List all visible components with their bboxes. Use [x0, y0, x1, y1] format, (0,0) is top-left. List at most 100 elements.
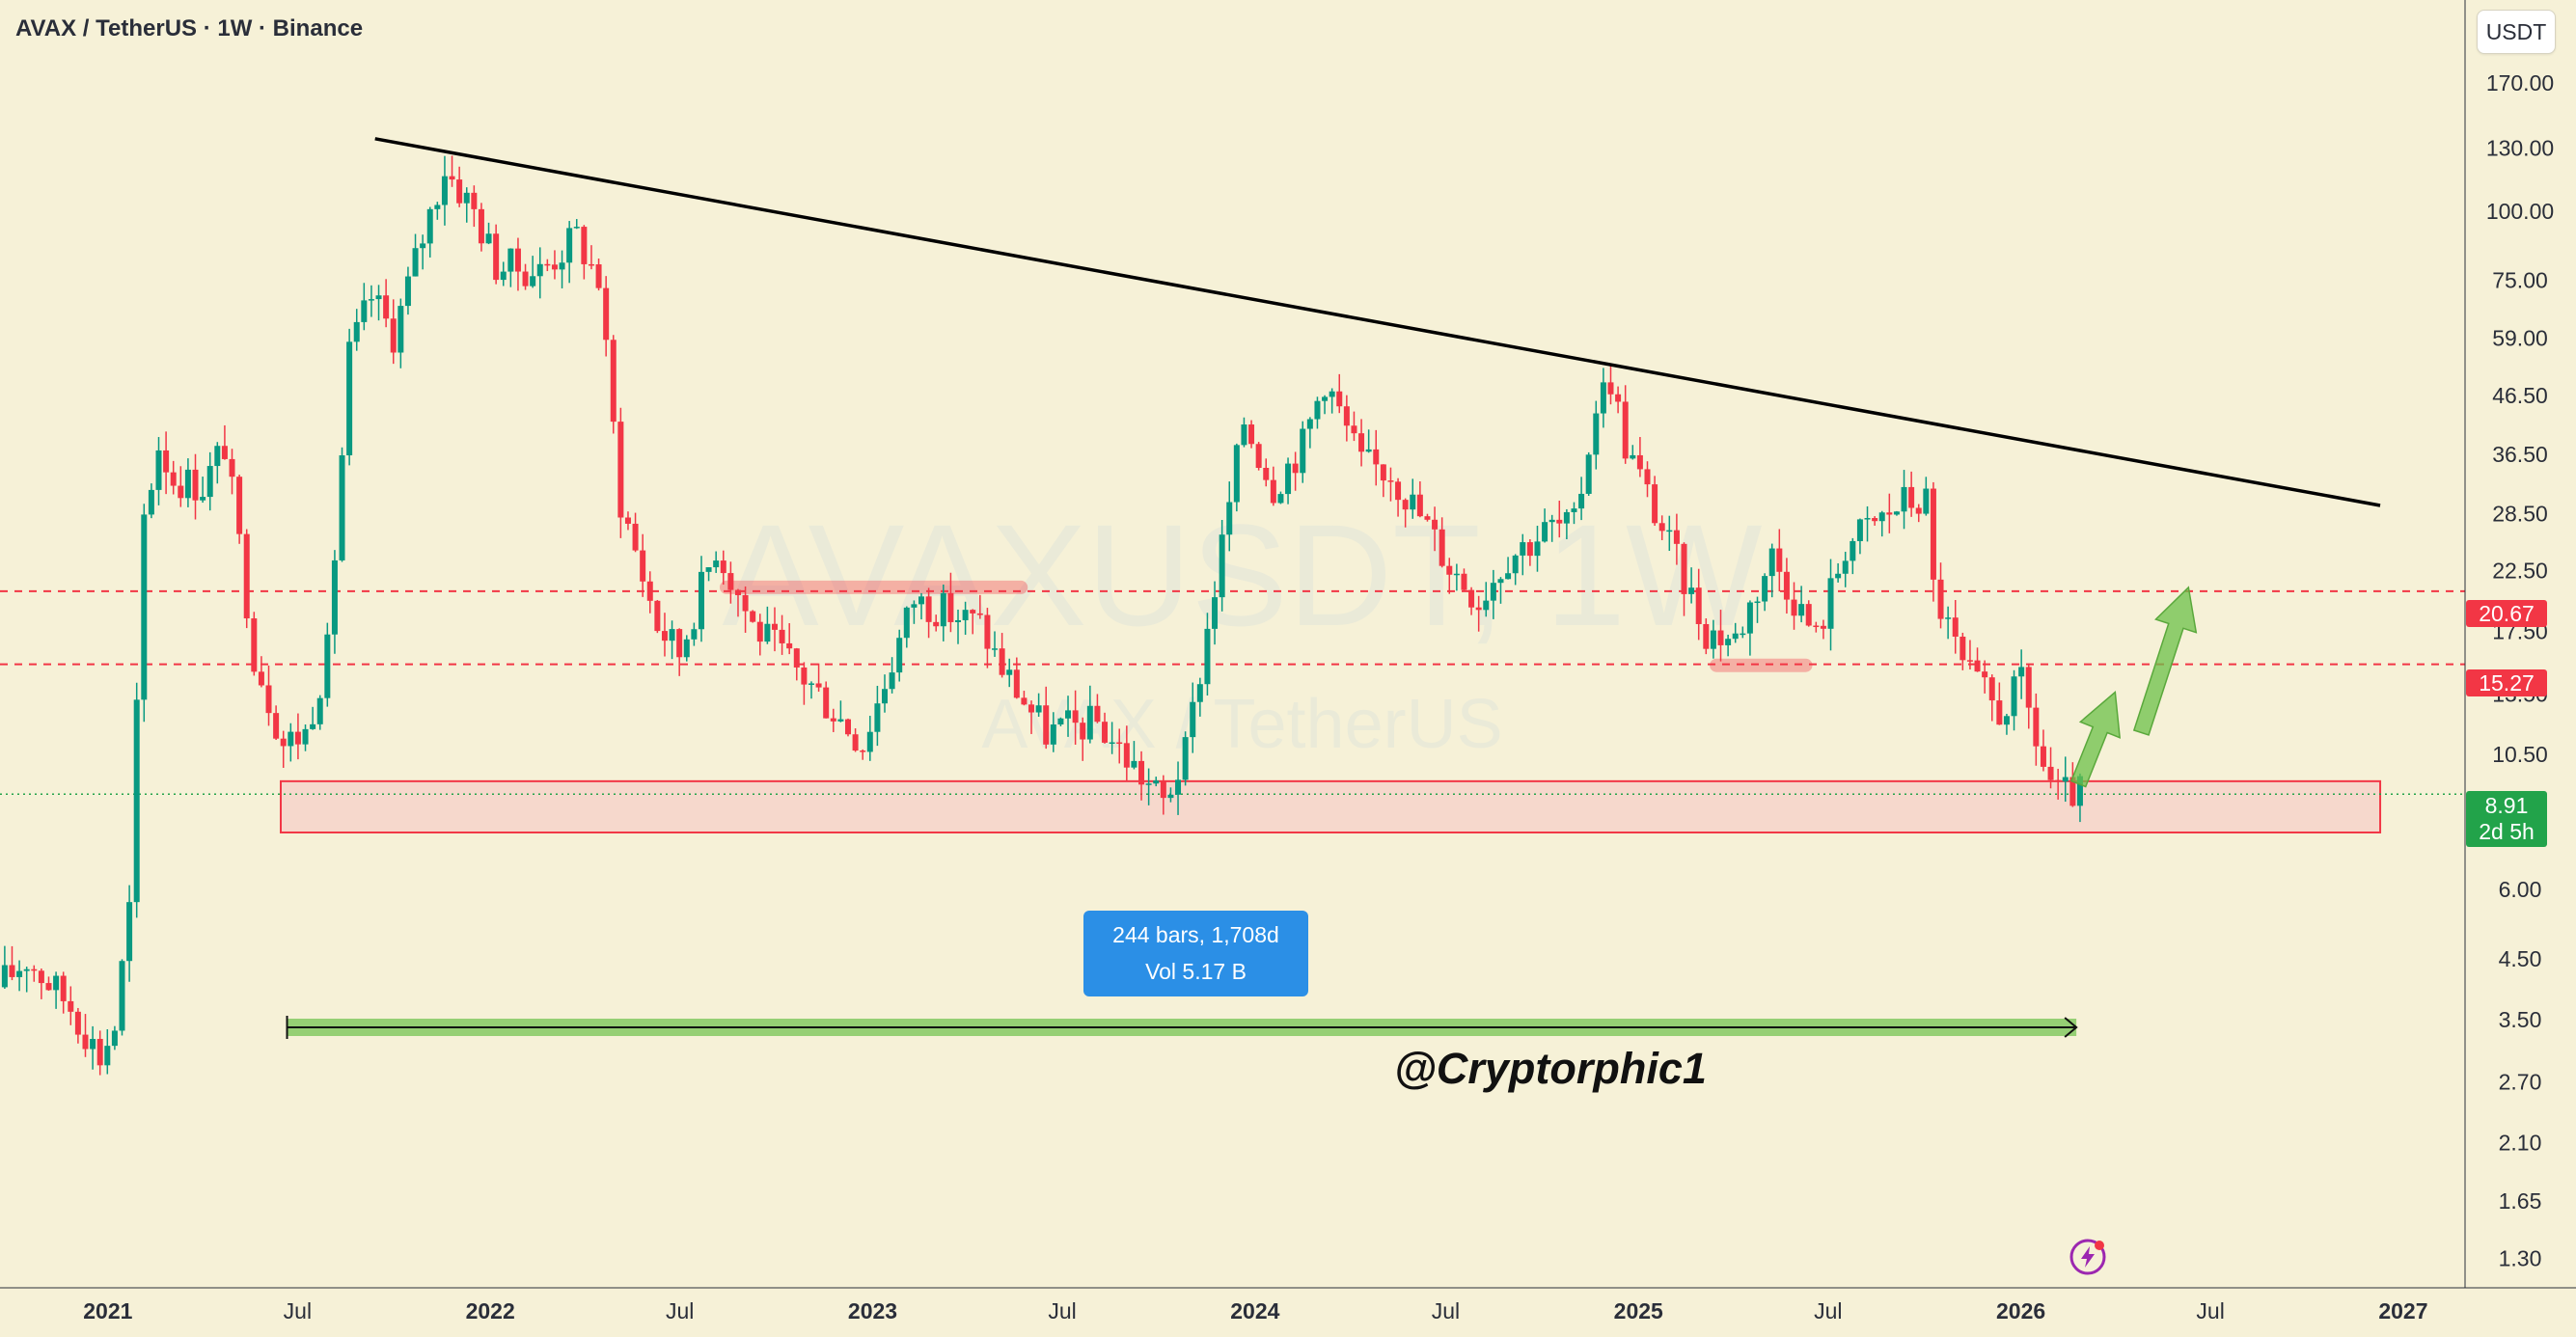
candle-body [1219, 534, 1225, 598]
candle-body [750, 611, 756, 622]
candle-body [1204, 628, 1211, 685]
candle-body [339, 455, 345, 560]
candle-body [1175, 779, 1182, 795]
candle-body [178, 485, 184, 499]
candle-body [514, 248, 521, 272]
y-tick-label: 100.00 [2486, 199, 2554, 224]
candle-body [801, 667, 808, 685]
candle-body [771, 623, 778, 630]
x-tick-label: 2027 [2378, 1298, 2427, 1323]
candle-body [1593, 413, 1600, 455]
candle-body [273, 713, 280, 739]
candle-body [1402, 500, 1409, 510]
candle-body [1050, 724, 1056, 745]
candle-body [1813, 625, 1820, 628]
candle-body [918, 596, 925, 605]
y-tick-label: 6.00 [2499, 877, 2542, 902]
watermark-symbol: AVAXUSDT, 1W [723, 494, 1763, 656]
candle-body [434, 205, 441, 209]
y-tick-label: 10.50 [2492, 742, 2548, 767]
x-tick-label: 2022 [466, 1298, 515, 1323]
candle-body [1996, 700, 2003, 725]
candle-body [852, 734, 859, 751]
candle-body [984, 614, 991, 649]
candle-body [214, 446, 221, 467]
candle-body [397, 306, 404, 353]
author-tag: @Cryptorphic1 [1394, 1044, 1707, 1093]
candle-body [1255, 444, 1262, 469]
candle-body [1688, 587, 1695, 594]
candle-body [412, 248, 419, 277]
candle-body [1453, 573, 1460, 576]
candle-body [353, 321, 360, 342]
candle-body [1505, 573, 1512, 580]
candle-body [1182, 737, 1189, 780]
y-tick-label: 4.50 [2499, 946, 2542, 971]
lightning-bolt-icon[interactable] [2069, 1238, 2107, 1276]
candle-body [1212, 597, 1219, 629]
candle-body [1167, 794, 1174, 799]
candle-body [485, 233, 492, 244]
candle-body [288, 731, 294, 747]
candle-body [962, 610, 969, 620]
candle-body [1468, 589, 1475, 608]
candle-body [111, 1030, 118, 1047]
candle-body [1072, 710, 1079, 723]
candle-body [1439, 529, 1445, 566]
candle-body [1490, 583, 1496, 601]
candle-body [1065, 710, 1072, 719]
candle-body [896, 638, 903, 673]
candle-body [390, 318, 397, 353]
y-tick-label: 3.50 [2499, 1007, 2542, 1032]
candle-body [1006, 669, 1013, 675]
candle-body [1, 965, 8, 988]
candle-body [903, 607, 910, 639]
x-tick-label: Jul [284, 1298, 312, 1323]
candle-body [1762, 576, 1768, 602]
candle-body [632, 523, 639, 551]
candle-body [976, 613, 983, 615]
candle-body [727, 573, 734, 590]
candle-body [23, 969, 30, 971]
candle-body [955, 619, 962, 622]
candle-body [683, 639, 690, 658]
candle-body [522, 271, 529, 286]
candle-body [471, 192, 478, 209]
y-tick-label: 46.50 [2492, 383, 2548, 408]
candle-body [1746, 602, 1753, 634]
candle-body [383, 295, 390, 319]
candle-body [426, 208, 433, 244]
candle-body [184, 469, 191, 499]
candle-body [331, 559, 338, 635]
candle-body [874, 703, 881, 732]
resistance-price-label-2: 15.27 [2466, 669, 2547, 696]
candle-body [1190, 701, 1196, 738]
x-tick-label: Jul [1814, 1298, 1842, 1323]
currency-unit-button[interactable]: USDT [2477, 10, 2556, 54]
candle-body [16, 970, 23, 977]
candle-body [404, 276, 411, 307]
candle-body [1768, 548, 1775, 577]
candle-body [1028, 704, 1035, 713]
candle-body [1754, 601, 1761, 604]
candle-body [251, 618, 258, 672]
candle-body [500, 271, 507, 281]
candle-body [1732, 633, 1739, 640]
candle-body [1145, 783, 1152, 785]
candle-body [1336, 391, 1343, 407]
candle-body [1585, 454, 1592, 494]
candle-body [1285, 463, 1292, 495]
candle-body [1959, 636, 1966, 661]
candle-body [1886, 512, 1893, 515]
candle-body [1710, 630, 1716, 649]
candle-body [1057, 718, 1064, 725]
candle-body [1123, 743, 1130, 768]
candle-body [1373, 449, 1380, 465]
candle-body [1526, 542, 1533, 557]
candle-body [691, 629, 698, 640]
candle-body [361, 300, 368, 322]
candle-body [68, 1000, 74, 1012]
candle-body [221, 446, 228, 459]
bar-countdown: 2d 5h [2479, 819, 2535, 844]
